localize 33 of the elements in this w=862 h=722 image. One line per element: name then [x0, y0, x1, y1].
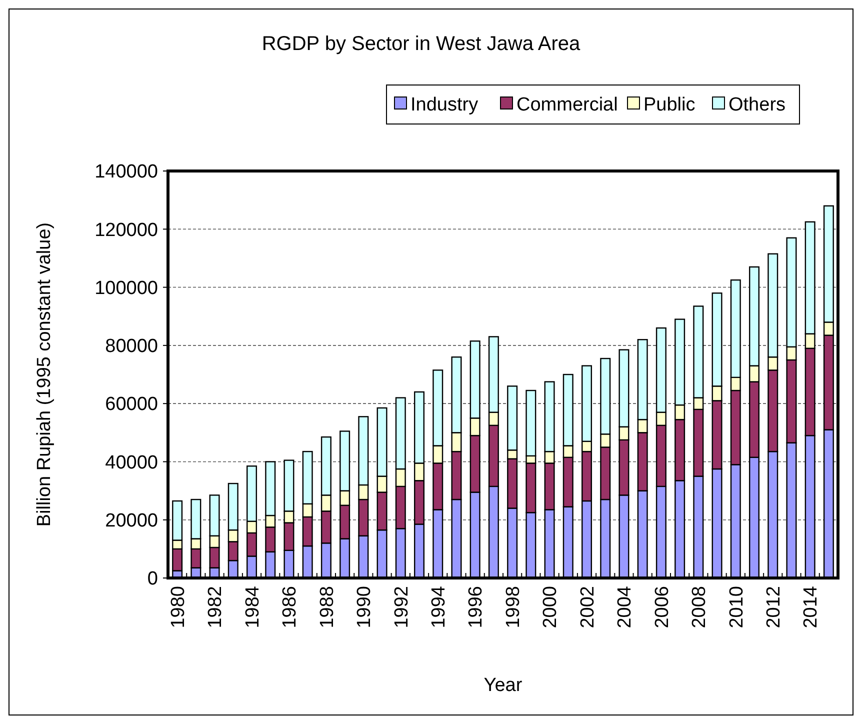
x-tick-label: 1984 — [242, 586, 264, 628]
y-tick-label: 0 — [147, 568, 158, 590]
x-tick-label: 1988 — [316, 586, 338, 628]
legend-label: Public — [644, 94, 696, 116]
x-tick-label: 1982 — [205, 586, 226, 628]
y-tick-label: 120000 — [94, 220, 158, 241]
y-tick-label: 20000 — [105, 510, 158, 532]
x-tick-label: 1992 — [391, 586, 412, 628]
x-tick-label: 2002 — [577, 586, 598, 628]
x-tick-label: 1986 — [280, 586, 301, 628]
x-tick-label: 2010 — [726, 586, 748, 628]
y-tick-label: 60000 — [105, 394, 158, 416]
x-tick-label: 1994 — [428, 586, 450, 628]
x-tick-label: 2006 — [652, 586, 673, 628]
y-axis-title: Billion Rupiah (1995 constant value) — [34, 222, 55, 527]
y-tick-label: 80000 — [105, 336, 158, 358]
legend-label: Industry — [410, 94, 479, 116]
x-axis-title: Year — [484, 675, 523, 696]
x-tick-label: 1980 — [168, 586, 189, 628]
x-tick-label: 2012 — [764, 586, 785, 628]
x-tick-label: 2008 — [689, 586, 710, 628]
x-tick-label: 1990 — [354, 586, 376, 628]
y-tick-label: 140000 — [94, 162, 158, 183]
x-tick-label: 2000 — [540, 586, 562, 628]
y-tick-label: 40000 — [105, 452, 158, 474]
x-tick-label: 2014 — [800, 586, 822, 628]
chart-title: RGDP by Sector in West Jawa Area — [262, 33, 582, 55]
x-tick-label: 2004 — [614, 586, 636, 628]
x-tick-label: 1998 — [502, 586, 524, 628]
y-tick-label: 100000 — [94, 278, 158, 299]
legend-label: Others — [728, 94, 786, 116]
legend-label: Commercial — [516, 94, 618, 116]
x-tick-label: 1996 — [466, 586, 487, 628]
